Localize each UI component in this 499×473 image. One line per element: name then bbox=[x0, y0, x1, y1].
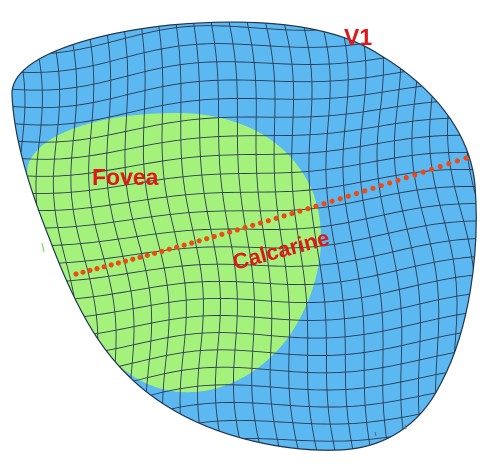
stray-mark bbox=[404, 424, 407, 430]
calcarine-dot bbox=[144, 252, 150, 258]
calcarine-dot bbox=[130, 256, 136, 262]
calcarine-dot bbox=[273, 215, 279, 221]
stray-mark bbox=[374, 431, 377, 437]
v1-outline bbox=[11, 21, 477, 451]
calcarine-dot bbox=[174, 244, 180, 250]
calcarine-dot bbox=[463, 155, 469, 161]
calcarine-dot bbox=[387, 180, 393, 186]
calcarine-dot bbox=[242, 225, 248, 231]
calcarine-dot bbox=[152, 250, 158, 256]
calcarine-dot bbox=[227, 229, 233, 235]
grid-line-vertical bbox=[215, 22, 278, 451]
calcarine-dot bbox=[115, 260, 121, 266]
calcarine-dot bbox=[265, 218, 271, 224]
calcarine-line bbox=[73, 155, 469, 277]
calcarine-dot bbox=[204, 236, 210, 242]
calcarine-dot bbox=[101, 264, 107, 270]
grid-line-vertical bbox=[285, 22, 348, 451]
calcarine-dot bbox=[412, 172, 418, 178]
grid-line-vertical bbox=[0, 0, 6, 468]
calcarine-dot bbox=[181, 242, 187, 248]
calcarine-dot bbox=[395, 177, 401, 183]
calcarine-dot bbox=[159, 248, 165, 254]
calcarine-dot bbox=[403, 175, 409, 181]
calcarine-dot bbox=[437, 163, 443, 170]
calcarine-dot bbox=[80, 269, 86, 275]
calcarine-dot bbox=[281, 213, 287, 219]
calcarine-dot bbox=[454, 158, 460, 164]
grid-line-vertical bbox=[181, 22, 241, 451]
calcarine-dot bbox=[345, 193, 351, 199]
calcarine-dot bbox=[122, 258, 129, 264]
calcarine-dot bbox=[297, 208, 303, 214]
grid-line-horizontal bbox=[11, 117, 477, 160]
calcarine-dot bbox=[196, 238, 202, 244]
calcarine-dot bbox=[370, 185, 376, 191]
grid-line-horizontal bbox=[0, 0, 499, 18]
calcarine-dot bbox=[321, 201, 327, 207]
grid-line-vertical bbox=[303, 22, 365, 451]
grid-line-vertical bbox=[489, 0, 499, 468]
calcarine-dot bbox=[313, 203, 319, 209]
calcarine-dot bbox=[353, 190, 360, 197]
grid-line-vertical bbox=[232, 22, 296, 451]
calcarine-dot bbox=[234, 227, 240, 233]
calcarine-dot bbox=[87, 267, 93, 273]
grid-line-horizontal bbox=[0, 459, 499, 468]
stray-mark bbox=[41, 242, 45, 253]
fovea-label: Fovea bbox=[92, 164, 159, 190]
calcarine-dot bbox=[189, 240, 195, 246]
fovea-region bbox=[27, 112, 321, 393]
calcarine-dot bbox=[329, 198, 335, 204]
grid-line-horizontal bbox=[11, 439, 477, 451]
grid-line-vertical bbox=[37, 22, 92, 451]
calcarine-dot bbox=[108, 262, 114, 268]
grid-line-vertical bbox=[267, 22, 330, 451]
calcarine-dot bbox=[94, 266, 100, 272]
calcarine-dot bbox=[305, 206, 311, 212]
calcarine-dot bbox=[362, 188, 368, 194]
grid-line-horizontal bbox=[11, 134, 477, 177]
calcarine-dot bbox=[211, 233, 217, 240]
calcarine-dot bbox=[219, 231, 225, 237]
calcarine-dot bbox=[420, 169, 426, 175]
calcarine-dot bbox=[250, 222, 256, 228]
calcarine-dot bbox=[137, 254, 143, 260]
v1-label: V1 bbox=[344, 24, 372, 50]
calcarine-dot bbox=[446, 161, 452, 167]
grid-line-vertical bbox=[198, 22, 260, 451]
calcarine-dot bbox=[378, 183, 384, 189]
calcarine-dot bbox=[289, 210, 295, 217]
calcarine-dot bbox=[337, 196, 343, 202]
calcarine-dot bbox=[429, 166, 435, 172]
grid-line-vertical bbox=[11, 22, 23, 451]
calcarine-dot bbox=[73, 271, 79, 277]
calcarine-dot bbox=[257, 220, 264, 226]
grid-line-vertical bbox=[250, 22, 313, 451]
calcarine-dot bbox=[166, 246, 172, 252]
